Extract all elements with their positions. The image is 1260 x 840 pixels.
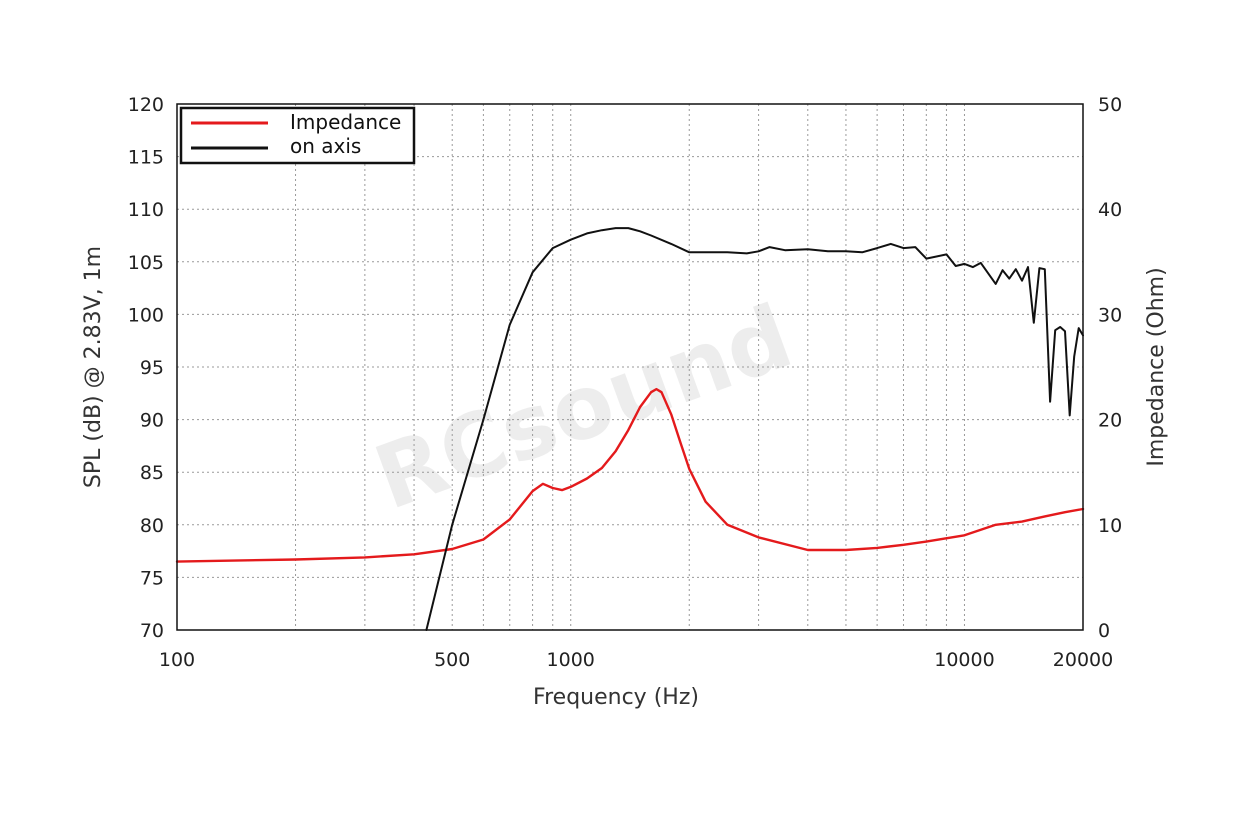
y2-tick-label: 10 [1098,515,1122,537]
grid-lines [177,104,1083,630]
y-tick-label: 100 [128,304,164,326]
y-tick-label: 90 [140,410,164,432]
series-lines [175,227,1085,631]
y2-axis-label: Impedance (Ohm) [1144,267,1169,466]
y2-tick-label: 40 [1098,199,1122,221]
y2-tick-label: 30 [1098,304,1122,326]
y-tick-label: 115 [128,147,164,169]
legend-box [179,106,416,165]
series-line-on-axis [425,227,1084,631]
legend-label-on-axis: on axis [290,134,361,158]
y2-tick-label: 0 [1098,620,1110,642]
x-axis-label: Frequency (Hz) [533,685,699,710]
x-tick-label: 500 [434,649,470,671]
x-tick-label: 10000 [934,649,994,671]
legend: Impedance on axis [179,106,416,165]
y-tick-label: 75 [140,567,164,589]
tick-labels: 100 500 1000 10000 2000012011511010510095908… [128,94,1122,671]
rcsound-watermark: RCsound [362,285,805,530]
plot-frame [176,103,1084,631]
y-tick-label: 110 [128,199,164,221]
y-tick-label: 95 [140,357,164,379]
y-tick-label: 120 [128,94,164,116]
y-tick-label: 85 [140,462,164,484]
x-tick-label: 20000 [1053,649,1113,671]
y-tick-label: 105 [128,252,164,274]
y-tick-label: 80 [140,515,164,537]
y2-tick-label: 50 [1098,94,1122,116]
y-tick-label: 70 [140,620,164,642]
series-line-impedance [175,387,1085,563]
legend-label-impedance: Impedance [290,110,401,134]
x-tick-label: 1000 [547,649,595,671]
y-axis-label: SPL (dB) @ 2.83V, 1m [81,246,106,488]
x-tick-label: 100 [159,649,195,671]
y2-tick-label: 20 [1098,410,1122,432]
